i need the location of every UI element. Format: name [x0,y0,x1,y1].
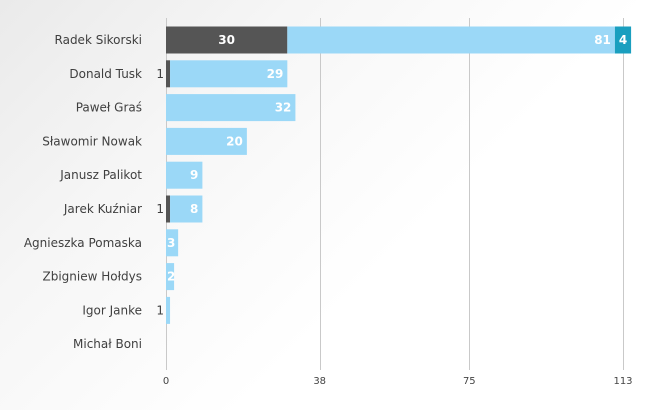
data-label: 2 [167,270,175,284]
bar-segment [287,26,615,54]
category-label: Jarek Kuźniar [63,202,142,216]
data-label: 8 [190,202,198,216]
data-label: 29 [267,67,284,81]
tick-layer: 0 38 75 113 [163,376,633,387]
data-label: 20 [226,134,243,148]
category-label: Sławomir Nowak [42,134,142,148]
bar-segment [166,127,247,155]
category-label: Janusz Palikot [59,168,142,182]
category-label: Paweł Graś [76,101,142,115]
bar-segment [166,296,171,324]
bar-segment [166,26,288,54]
bar-segment [166,60,171,88]
data-label: 1 [156,67,164,81]
bar-segment [166,195,171,223]
bar-segment [170,195,203,223]
category-label: Donald Tusk [69,67,142,81]
data-label: 4 [619,33,627,47]
x-tick-label: 113 [613,376,632,387]
bar-layer [166,26,632,324]
bar-segment [166,94,296,122]
bar-segment [614,26,632,54]
category-label: Zbigniew Hołdys [43,270,143,284]
data-label: 32 [275,101,292,115]
x-tick-label: 38 [313,376,326,387]
bar-segment [166,229,179,257]
bar-segment [170,60,288,88]
data-label: 81 [594,33,611,47]
data-label: 9 [190,168,198,182]
category-label: Michał Boni [73,337,142,351]
bar-segment [166,263,175,291]
bar-segment [166,161,203,189]
x-tick-label: 0 [163,376,169,387]
data-label: 3 [167,236,175,250]
category-label: Igor Janke [82,303,142,317]
category-label: Agnieszka Pomaska [24,236,142,250]
data-label: 1 [156,202,164,216]
category-label: Radek Sikorski [55,33,142,47]
x-tick-label: 75 [463,376,476,387]
data-label: 30 [218,33,235,47]
data-label: 1 [156,303,164,317]
